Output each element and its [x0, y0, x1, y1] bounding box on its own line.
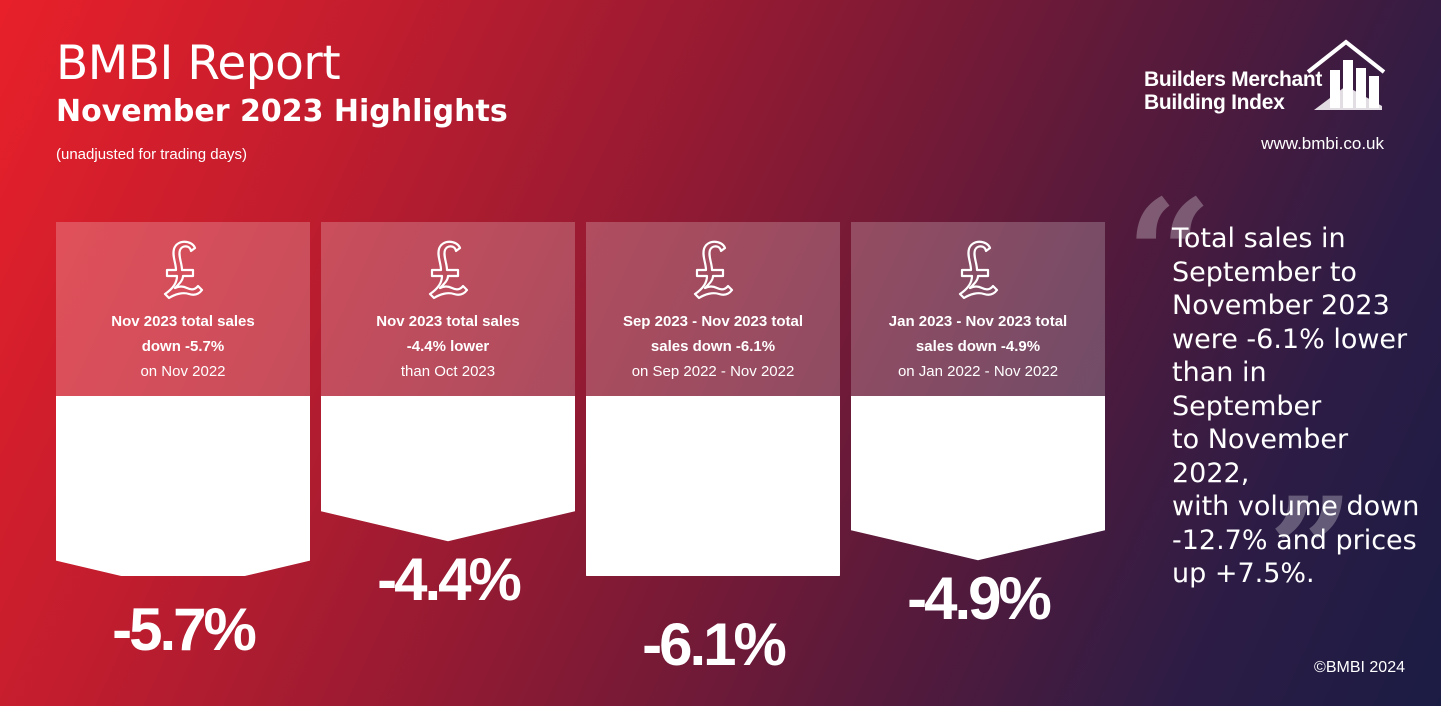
- card-caption: Nov 2023 total sales -4.4% lower than Oc…: [321, 309, 575, 384]
- card-panel: [321, 222, 575, 396]
- card-line-1: Sep 2023 - Nov 2023 total: [622, 313, 804, 330]
- logo-line-1: Builders Merchant: [1144, 68, 1323, 91]
- card-line-2: down -5.7%: [141, 338, 225, 355]
- chart-bar: [321, 396, 575, 542]
- card-line-2: -4.4% lower: [406, 338, 490, 355]
- website-link[interactable]: www.bmbi.co.uk: [1261, 134, 1384, 153]
- open-quote-icon: “: [1126, 167, 1213, 343]
- note-text: (unadjusted for trading days): [56, 146, 247, 163]
- chart-bar: [56, 396, 310, 576]
- quote-line: up +7.5%.: [1172, 558, 1315, 589]
- page-title: BMBI Report: [56, 36, 341, 91]
- chart-bar: [586, 396, 840, 576]
- quote-line: -12.7% and prices: [1172, 524, 1417, 556]
- card-line-3: on Nov 2022: [140, 363, 226, 380]
- card-caption: Sep 2023 - Nov 2023 total sales down -6.…: [586, 309, 840, 384]
- data-label: -4.4%: [377, 546, 522, 614]
- close-quote-icon: ”: [1268, 465, 1355, 641]
- data-label: -6.1%: [642, 610, 787, 678]
- bmbi-logo[interactable]: Builders Merchant Building Index: [1140, 38, 1390, 118]
- page-subtitle: November 2023 Highlights: [56, 94, 508, 129]
- pound-icon: [693, 240, 734, 300]
- card-line-1: Jan 2023 - Nov 2023 total: [888, 313, 1068, 330]
- quote-line: with volume down: [1172, 491, 1420, 522]
- quote-line: to November 2022,: [1172, 424, 1349, 489]
- pound-icon: [958, 240, 999, 300]
- copyright-text: ©BMBI 2024: [1314, 659, 1405, 676]
- card-panel: [851, 222, 1105, 396]
- summary-quote: Total sales in September to November 202…: [1172, 222, 1422, 591]
- chart-bar: [851, 396, 1105, 561]
- data-label: -4.9%: [907, 565, 1052, 633]
- card-panel: [586, 222, 840, 396]
- card-panel: [56, 222, 310, 396]
- quote-line: than in September: [1172, 357, 1322, 422]
- card-line-1: Nov 2023 total sales: [111, 313, 255, 330]
- card-line-3: than Oct 2023: [400, 363, 496, 380]
- card-line-3: on Sep 2022 - Nov 2022: [631, 363, 795, 380]
- card-line-3: on Jan 2022 - Nov 2022: [897, 363, 1059, 380]
- card-caption: Jan 2023 - Nov 2023 total sales down -4.…: [851, 309, 1105, 384]
- data-label: -5.7%: [112, 595, 257, 663]
- card-line-2: sales down -4.9%: [915, 338, 1041, 355]
- pound-icon: [163, 240, 204, 300]
- card-line-1: Nov 2023 total sales: [376, 313, 520, 330]
- quote-line: November 2023: [1172, 290, 1390, 321]
- pound-icon: [428, 240, 469, 300]
- card-caption: Nov 2023 total sales down -5.7% on Nov 2…: [56, 309, 310, 384]
- quote-line: September to: [1172, 256, 1357, 288]
- quote-line: Total sales in: [1172, 223, 1346, 254]
- quote-line: were -6.1% lower: [1172, 323, 1408, 355]
- logo-text: Builders Merchant Building Index: [1144, 68, 1322, 114]
- house-bars-icon: [1306, 39, 1386, 110]
- card-line-2: sales down -6.1%: [650, 338, 776, 355]
- logo-line-2: Building Index: [1144, 91, 1285, 114]
